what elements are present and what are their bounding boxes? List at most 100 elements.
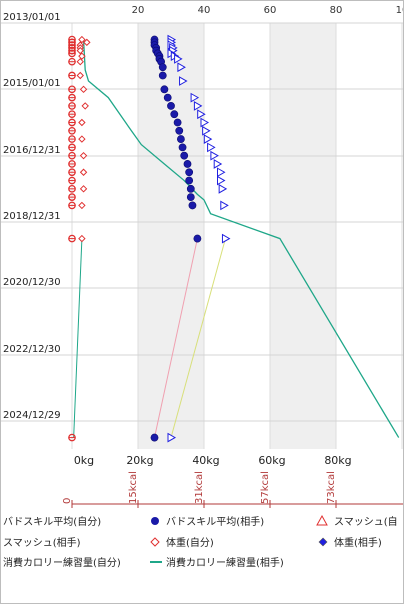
y-tick-label: 2016/12/31 [3,145,61,156]
y-tick-label: 2024/12/29 [3,410,61,421]
calorie-line-self [73,238,83,438]
calorie-tick-label: 57kcal [260,471,271,504]
data-point-smash [78,118,86,127]
data-point-skill-opponent [185,176,194,185]
data-point-smash [79,85,88,94]
data-point-skill-self [68,201,76,210]
legend-symbol-triangle [316,514,328,526]
data-point-smash [79,185,88,193]
y-tick-label: 2018/12/31 [3,211,61,222]
data-point-smash [78,135,86,143]
shaded-band-1 [270,23,336,449]
data-point-weight [197,109,206,120]
data-point-skill-opponent [186,184,195,193]
legend-label: 体重(自分) [166,536,214,549]
data-point-skill-self [68,193,76,201]
legend-symbol-diamond [318,537,328,547]
data-point-skill-self [68,49,76,58]
calorie-line-opponent [82,39,400,438]
legend-label: バドスキル平均(自分) [3,515,101,528]
data-point-skill-self [68,102,76,110]
bottom-tick-label: 20kg [126,454,153,467]
data-point-skill-opponent [176,135,185,143]
data-point-skill-self [68,184,76,193]
data-point-skill-opponent [158,63,167,72]
calorie-tick-label: 31kcal [194,471,205,504]
data-point-weight [217,175,226,186]
data-point-weight [177,62,186,73]
data-point-skill-self [68,93,76,102]
legend-label: 体重(相手) [334,536,382,549]
data-point-skill-self [68,57,76,66]
data-point-skill-opponent [160,85,169,94]
weight-connector-line [170,238,226,438]
data-point-skill-opponent [183,160,192,168]
data-point-smash [81,102,89,110]
data-point-weight [200,117,210,128]
data-point-weight [190,92,200,103]
data-point-smash [76,57,84,66]
data-point-weight [213,159,223,169]
data-point-skill-self [68,118,76,127]
bottom-tick-label: 40kg [192,454,219,467]
data-point-skill-self [68,151,76,160]
data-point-skill-opponent [186,193,195,202]
data-point-skill-self [68,433,76,442]
y-tick-label: 2015/01/01 [3,78,61,89]
top-tick-label: 20 [132,5,145,16]
calorie-tick-label: 15kcal [128,471,139,504]
data-point-skill-self [68,160,76,168]
data-point-smash [78,201,86,210]
top-tick-label: 80 [330,5,343,16]
data-point-weight [207,142,216,153]
data-point-skill-self [68,234,76,243]
data-point-skill-self [68,85,76,94]
data-point-skill-self [68,126,76,135]
data-point-skill-self [68,143,76,152]
data-point-skill-opponent [173,118,182,127]
y-tick-label: 2013/01/01 [3,12,61,23]
shaded-band-0 [138,23,204,449]
data-point-skill-opponent [193,234,202,243]
data-point-skill-opponent [158,71,167,80]
data-point-smash [83,38,91,47]
legend-label: スマッシュ(自 [334,515,398,528]
data-point-skill-opponent [163,93,172,102]
data-point-skill-self [68,168,76,177]
bottom-tick-label: 80kg [324,454,351,467]
data-point-weight [221,233,231,244]
calorie-tick-label: 0 [62,498,73,504]
data-point-weight [202,125,211,136]
data-point-weight [210,150,219,161]
top-tick-label: 40 [198,5,211,16]
data-point-weight [220,200,229,211]
data-point-skill-opponent [178,143,187,152]
data-point-weight [218,183,228,194]
data-point-skill-opponent [188,201,197,210]
top-tick-label: 60 [264,5,277,16]
data-point-skill-opponent [185,168,194,177]
skill-connector-line [154,238,198,438]
data-point-skill-self [68,176,76,185]
data-point-skill-opponent [167,102,175,110]
data-point-weight [174,54,183,64]
data-point-skill-opponent [175,126,184,135]
y-tick-label: 2020/12/30 [3,277,61,288]
data-point-weight [167,432,177,443]
data-point-weight [179,76,188,86]
data-point-smash [79,168,88,176]
data-point-skill-opponent [180,151,189,160]
data-point-smash [79,151,88,160]
bottom-tick-label: 0kg [74,454,94,467]
top-tick-label: 10 [396,5,403,16]
data-point-smash [76,46,84,55]
legend-label: 消費カロリー練習量(自分) [3,556,121,569]
bottom-tick-label: 60kg [258,454,285,467]
data-point-weight [193,101,203,111]
data-point-skill-opponent [170,110,179,119]
legend-symbol-circle [151,517,159,525]
data-point-skill-self [68,110,76,119]
data-point-smash [78,35,86,44]
